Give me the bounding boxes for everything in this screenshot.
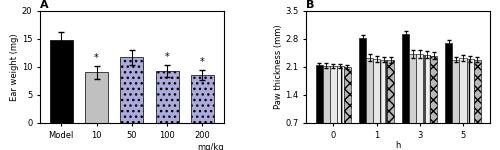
Text: B: B bbox=[306, 0, 314, 10]
Bar bbox=[50, 40, 72, 123]
Bar bbox=[323, 66, 330, 150]
Y-axis label: Paw thickness (mm): Paw thickness (mm) bbox=[274, 24, 282, 109]
Bar bbox=[446, 43, 452, 150]
Bar bbox=[402, 34, 409, 150]
Bar bbox=[430, 56, 438, 150]
Text: *: * bbox=[200, 57, 205, 67]
Text: *: * bbox=[165, 52, 170, 62]
Bar bbox=[156, 71, 178, 123]
Bar bbox=[373, 59, 380, 150]
Bar bbox=[316, 65, 323, 150]
Bar bbox=[466, 59, 473, 150]
Text: *: * bbox=[94, 53, 99, 63]
X-axis label: h: h bbox=[396, 141, 401, 150]
Bar bbox=[416, 54, 424, 150]
Bar bbox=[380, 60, 387, 150]
Bar bbox=[330, 66, 337, 150]
Y-axis label: Ear weight (mg): Ear weight (mg) bbox=[10, 33, 19, 101]
Bar bbox=[452, 60, 460, 150]
Bar bbox=[359, 38, 366, 150]
Bar bbox=[366, 57, 373, 150]
Bar bbox=[337, 66, 344, 150]
Bar bbox=[460, 58, 466, 150]
Bar bbox=[424, 55, 430, 150]
Bar bbox=[120, 57, 144, 123]
Bar bbox=[387, 60, 394, 150]
Text: mg/kg: mg/kg bbox=[197, 143, 224, 150]
Bar bbox=[344, 67, 351, 150]
Bar bbox=[409, 54, 416, 150]
Bar bbox=[85, 72, 108, 123]
Bar bbox=[474, 60, 480, 150]
Text: A: A bbox=[40, 0, 48, 10]
Bar bbox=[191, 75, 214, 123]
